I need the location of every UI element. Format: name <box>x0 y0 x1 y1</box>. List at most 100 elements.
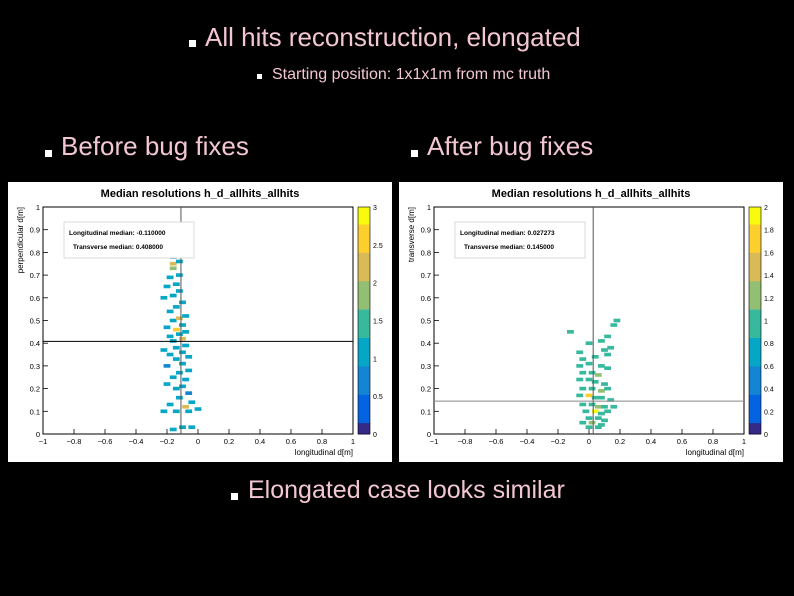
heatmap-cell <box>175 316 183 321</box>
colorbar-segment <box>749 388 761 395</box>
y-tick-label: 0.8 <box>421 248 431 257</box>
colorbar-segment <box>358 382 370 390</box>
heatmap-cell <box>179 350 186 355</box>
heatmap-cell <box>166 275 174 280</box>
heatmap-cell <box>597 339 605 343</box>
heatmap-cell <box>160 348 168 352</box>
heatmap-cell <box>166 334 174 339</box>
chart-after: Median resolutions h_d_allhits_allhits Lo… <box>407 188 774 457</box>
heatmap-cell <box>601 404 608 409</box>
colorbar-segment <box>749 258 761 265</box>
heatmap-cell <box>591 395 599 400</box>
x-tick-label: −0.8 <box>67 437 82 446</box>
colorbar-segment <box>358 360 370 367</box>
bullet-icon <box>257 74 262 79</box>
x-tick-label: 0 <box>196 437 200 446</box>
heatmap-cell <box>172 327 180 332</box>
heatmap-cell <box>179 336 186 341</box>
colorbar-segment <box>749 377 761 384</box>
colorbar-segment <box>358 337 370 344</box>
colorbar-segment <box>749 235 761 242</box>
heatmap-cell <box>182 330 190 334</box>
colorbar-tick-label: 1.4 <box>764 273 774 280</box>
heatmap-cell <box>169 293 177 298</box>
colorbar-tick-label: 1.6 <box>764 250 774 257</box>
x-tick-label: 0.6 <box>677 437 687 446</box>
colorbar-segment <box>358 320 370 327</box>
label-before: Before bug fixes <box>61 131 249 161</box>
stats-box <box>454 221 586 259</box>
colorbar-segment <box>749 337 761 344</box>
heatmap-cell <box>588 420 596 425</box>
colorbar-segment <box>749 411 761 418</box>
y-tick-label: 0.1 <box>30 407 40 416</box>
y-tick-label: 0.2 <box>30 385 40 394</box>
colorbar-segment <box>749 394 761 401</box>
x-tick-label: −0.6 <box>489 437 504 446</box>
heatmap-cell <box>585 377 593 382</box>
heatmap-cell <box>175 259 183 264</box>
heatmap-cell <box>579 402 587 407</box>
heatmap-cell <box>169 261 177 266</box>
heatmap-cell <box>585 393 593 398</box>
heatmap-cell <box>166 402 174 407</box>
heatmap-cell <box>182 377 190 382</box>
heatmap-cell <box>597 389 605 393</box>
colorbar-tick-label: 0 <box>373 432 377 439</box>
chart-after-panel: Median resolutions h_d_allhits_allhits Lo… <box>399 182 783 462</box>
colorbar-segment <box>358 314 370 321</box>
y-tick-label: 0.5 <box>30 317 40 326</box>
colorbar-segment <box>749 365 761 373</box>
colorbar-segment <box>358 331 370 339</box>
colorbar-segment <box>358 354 370 361</box>
heatmap-cell <box>185 368 193 373</box>
heatmap-cell <box>185 391 193 395</box>
heatmap-cell <box>175 289 183 293</box>
heatmap-cell <box>582 409 590 414</box>
y-tick-label: 0.1 <box>421 407 431 416</box>
chart-title: Median resolutions h_d_allhits_allhits <box>492 188 691 200</box>
stats-annotation: Longitudinal median: -0.110000 <box>69 230 166 237</box>
heatmap-cell <box>160 409 168 414</box>
colorbar-segment <box>358 422 370 429</box>
x-tick-label: −1 <box>430 437 439 446</box>
heatmap-cell <box>579 370 587 375</box>
colorbar-segment <box>749 218 761 225</box>
colorbar-segment <box>358 263 370 270</box>
colorbar-segment <box>749 343 761 350</box>
colorbar-frame <box>748 206 762 435</box>
bullet-icon <box>411 150 418 157</box>
heatmap-cell <box>166 309 174 314</box>
heatmap-cell <box>597 423 605 427</box>
heatmap-cell <box>163 284 171 289</box>
x-tick-label: 0.8 <box>317 437 327 446</box>
colorbar-tick-label: 1 <box>764 319 768 326</box>
colorbar-segment <box>358 241 370 248</box>
colorbar-segment <box>749 314 761 321</box>
x-tick-label: −0.6 <box>98 437 113 446</box>
colorbar-segment <box>358 246 370 253</box>
colorbar-segment <box>749 241 761 248</box>
colorbar-tick-label: 3 <box>373 205 377 212</box>
bullet-icon <box>231 493 238 500</box>
colorbar-segment <box>358 235 370 242</box>
y-tick-label: 0.3 <box>421 362 431 371</box>
colorbar-segment <box>358 405 370 412</box>
heatmap-cell <box>169 266 177 271</box>
heatmap-cell <box>601 418 608 423</box>
heatmap-cell <box>591 355 599 359</box>
heatmap-cell <box>585 361 593 366</box>
colorbar-segment <box>749 286 761 293</box>
colorbar-segment <box>358 428 370 435</box>
y-tick-label: 0.9 <box>421 226 431 235</box>
y-tick-label: 0 <box>427 430 431 439</box>
colorbar-segment <box>749 252 761 259</box>
heatmap-cell <box>610 404 618 409</box>
colorbar-segment <box>358 292 370 299</box>
x-tick-label: −0.2 <box>160 437 175 446</box>
heatmap-cell <box>169 427 177 432</box>
colorbar-segment <box>358 348 370 356</box>
heatmap-cell <box>594 404 602 409</box>
heatmap-cell <box>175 395 183 400</box>
colorbar-segment <box>358 297 370 304</box>
